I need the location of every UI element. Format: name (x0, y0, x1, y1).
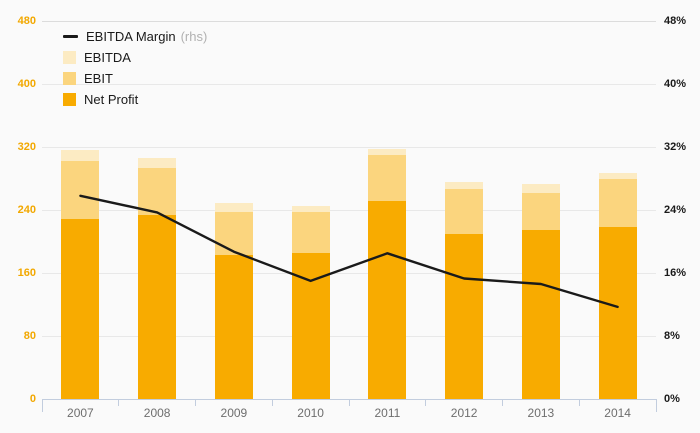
x-axis-line (42, 399, 657, 400)
gridline-240 (42, 209, 656, 211)
bar-net-profit-2007 (61, 218, 100, 399)
left-axis-label-80: 80 (23, 330, 36, 342)
gridline-480 (42, 20, 656, 22)
legend-item-ebit[interactable]: EBIT (63, 68, 207, 89)
legend-label-ebitda: EBITDA (84, 50, 131, 65)
bar-net-profit-2010 (291, 252, 330, 399)
x-axis-label-2011: 2011 (374, 406, 401, 420)
x-axis-tick (271, 399, 273, 406)
left-axis-label-480: 480 (17, 15, 36, 27)
right-axis-label-40%: 40% (664, 78, 687, 90)
x-axis-tick (425, 399, 427, 406)
left-axis-label-240: 240 (17, 204, 36, 216)
legend-item-net-profit[interactable]: Net Profit (63, 89, 207, 110)
legend-label-ebitda-margin: EBITDA Margin (86, 29, 176, 44)
legend-suffix-rhs: (rhs) (180, 29, 208, 44)
gridline-80 (42, 335, 656, 337)
legend-item-ebitda-margin[interactable]: EBITDA Margin (rhs) (63, 26, 207, 47)
line-swatch-icon (63, 35, 78, 38)
x-axis-tick (502, 399, 503, 406)
x-axis-label-2012: 2012 (450, 406, 478, 420)
ebitda-swatch-icon (63, 51, 76, 64)
x-axis-tick (118, 399, 120, 406)
legend-label-ebit: EBIT (84, 71, 113, 86)
left-axis-label-320: 320 (17, 141, 36, 153)
bar-net-profit-2014 (598, 226, 637, 399)
x-axis-label-2010: 2010 (297, 406, 324, 420)
right-axis-label-32%: 32% (664, 141, 687, 153)
legend-label-net-profit: Net Profit (84, 92, 139, 107)
bar-net-profit-2012 (445, 234, 484, 399)
x-axis-tick (41, 399, 43, 412)
legend-item-ebitda[interactable]: EBITDA (63, 47, 207, 68)
x-axis-label-2014: 2014 (604, 406, 631, 420)
gridline-160 (42, 272, 656, 274)
left-axis-label-0: 0 (29, 393, 36, 405)
bar-net-profit-2011 (368, 200, 407, 399)
x-axis-tick (195, 399, 196, 406)
bar-net-profit-2009 (214, 254, 253, 399)
right-axis-label-0%: 0% (664, 393, 680, 405)
x-axis-tick (578, 399, 580, 406)
ebit-swatch-icon (63, 72, 76, 85)
x-axis-label-2009: 2009 (220, 406, 248, 420)
x-axis-label-2013: 2013 (527, 406, 555, 420)
gridline-400 (42, 83, 656, 85)
net-profit-swatch-icon (63, 93, 76, 106)
right-axis-label-48%: 48% (664, 15, 687, 27)
right-axis-label-24%: 24% (664, 204, 687, 216)
right-axis-label-8%: 8% (664, 330, 680, 342)
x-axis-label-2007: 2007 (67, 406, 94, 420)
bar-net-profit-2008 (138, 214, 177, 399)
right-axis-label-16%: 16% (664, 267, 687, 279)
x-axis-label-2008: 2008 (143, 406, 171, 420)
legend: EBITDA Margin (rhs) EBITDA EBIT Net Prof… (63, 26, 207, 110)
x-axis-tick (655, 399, 657, 412)
bar-net-profit-2013 (521, 229, 560, 399)
x-axis-tick (348, 399, 350, 406)
left-axis-label-400: 400 (17, 78, 36, 90)
gridline-320 (42, 146, 656, 148)
left-axis-label-160: 160 (17, 267, 36, 279)
